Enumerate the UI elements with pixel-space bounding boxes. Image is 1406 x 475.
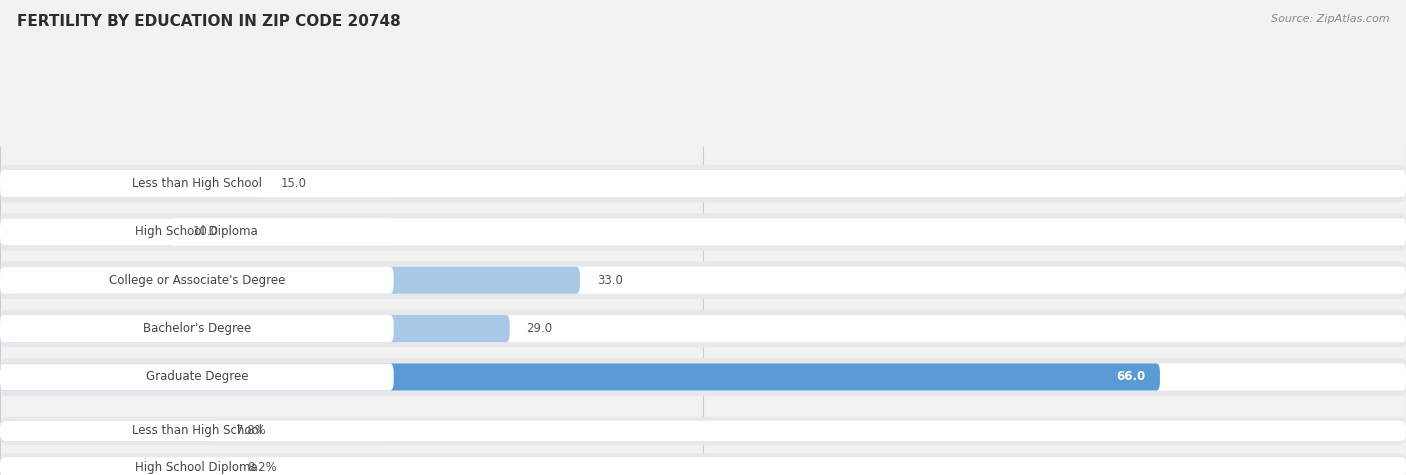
FancyBboxPatch shape: [0, 170, 264, 197]
FancyBboxPatch shape: [0, 266, 394, 294]
Text: 7.8%: 7.8%: [236, 425, 266, 437]
Text: College or Associate's Degree: College or Associate's Degree: [108, 274, 285, 287]
FancyBboxPatch shape: [0, 310, 1406, 348]
FancyBboxPatch shape: [0, 218, 176, 246]
Text: 8.2%: 8.2%: [247, 461, 277, 474]
Text: 15.0: 15.0: [281, 177, 307, 190]
FancyBboxPatch shape: [0, 457, 394, 475]
FancyBboxPatch shape: [6, 218, 1406, 246]
FancyBboxPatch shape: [0, 261, 1406, 299]
Text: High School Diploma: High School Diploma: [135, 225, 259, 238]
FancyBboxPatch shape: [0, 421, 219, 441]
FancyBboxPatch shape: [0, 417, 1406, 445]
Text: Less than High School: Less than High School: [132, 425, 262, 437]
FancyBboxPatch shape: [0, 453, 1406, 475]
FancyBboxPatch shape: [0, 266, 581, 294]
Text: FERTILITY BY EDUCATION IN ZIP CODE 20748: FERTILITY BY EDUCATION IN ZIP CODE 20748: [17, 14, 401, 29]
FancyBboxPatch shape: [0, 363, 1160, 390]
Text: 66.0: 66.0: [1116, 370, 1146, 383]
Text: Source: ZipAtlas.com: Source: ZipAtlas.com: [1271, 14, 1389, 24]
FancyBboxPatch shape: [0, 165, 1406, 202]
Text: Less than High School: Less than High School: [132, 177, 262, 190]
FancyBboxPatch shape: [6, 315, 1406, 342]
FancyBboxPatch shape: [0, 363, 394, 390]
Text: Bachelor's Degree: Bachelor's Degree: [143, 322, 250, 335]
FancyBboxPatch shape: [6, 170, 1406, 197]
Text: 10.0: 10.0: [193, 225, 218, 238]
Text: 29.0: 29.0: [527, 322, 553, 335]
Text: High School Diploma: High School Diploma: [135, 461, 259, 474]
FancyBboxPatch shape: [0, 421, 394, 441]
FancyBboxPatch shape: [6, 363, 1406, 390]
FancyBboxPatch shape: [0, 358, 1406, 396]
Text: Graduate Degree: Graduate Degree: [146, 370, 247, 383]
Text: 33.0: 33.0: [596, 274, 623, 287]
FancyBboxPatch shape: [0, 170, 394, 197]
FancyBboxPatch shape: [0, 457, 231, 475]
FancyBboxPatch shape: [0, 315, 509, 342]
FancyBboxPatch shape: [8, 421, 1406, 441]
FancyBboxPatch shape: [0, 315, 394, 342]
FancyBboxPatch shape: [8, 457, 1406, 475]
FancyBboxPatch shape: [0, 213, 1406, 251]
FancyBboxPatch shape: [6, 266, 1406, 294]
FancyBboxPatch shape: [0, 218, 394, 246]
